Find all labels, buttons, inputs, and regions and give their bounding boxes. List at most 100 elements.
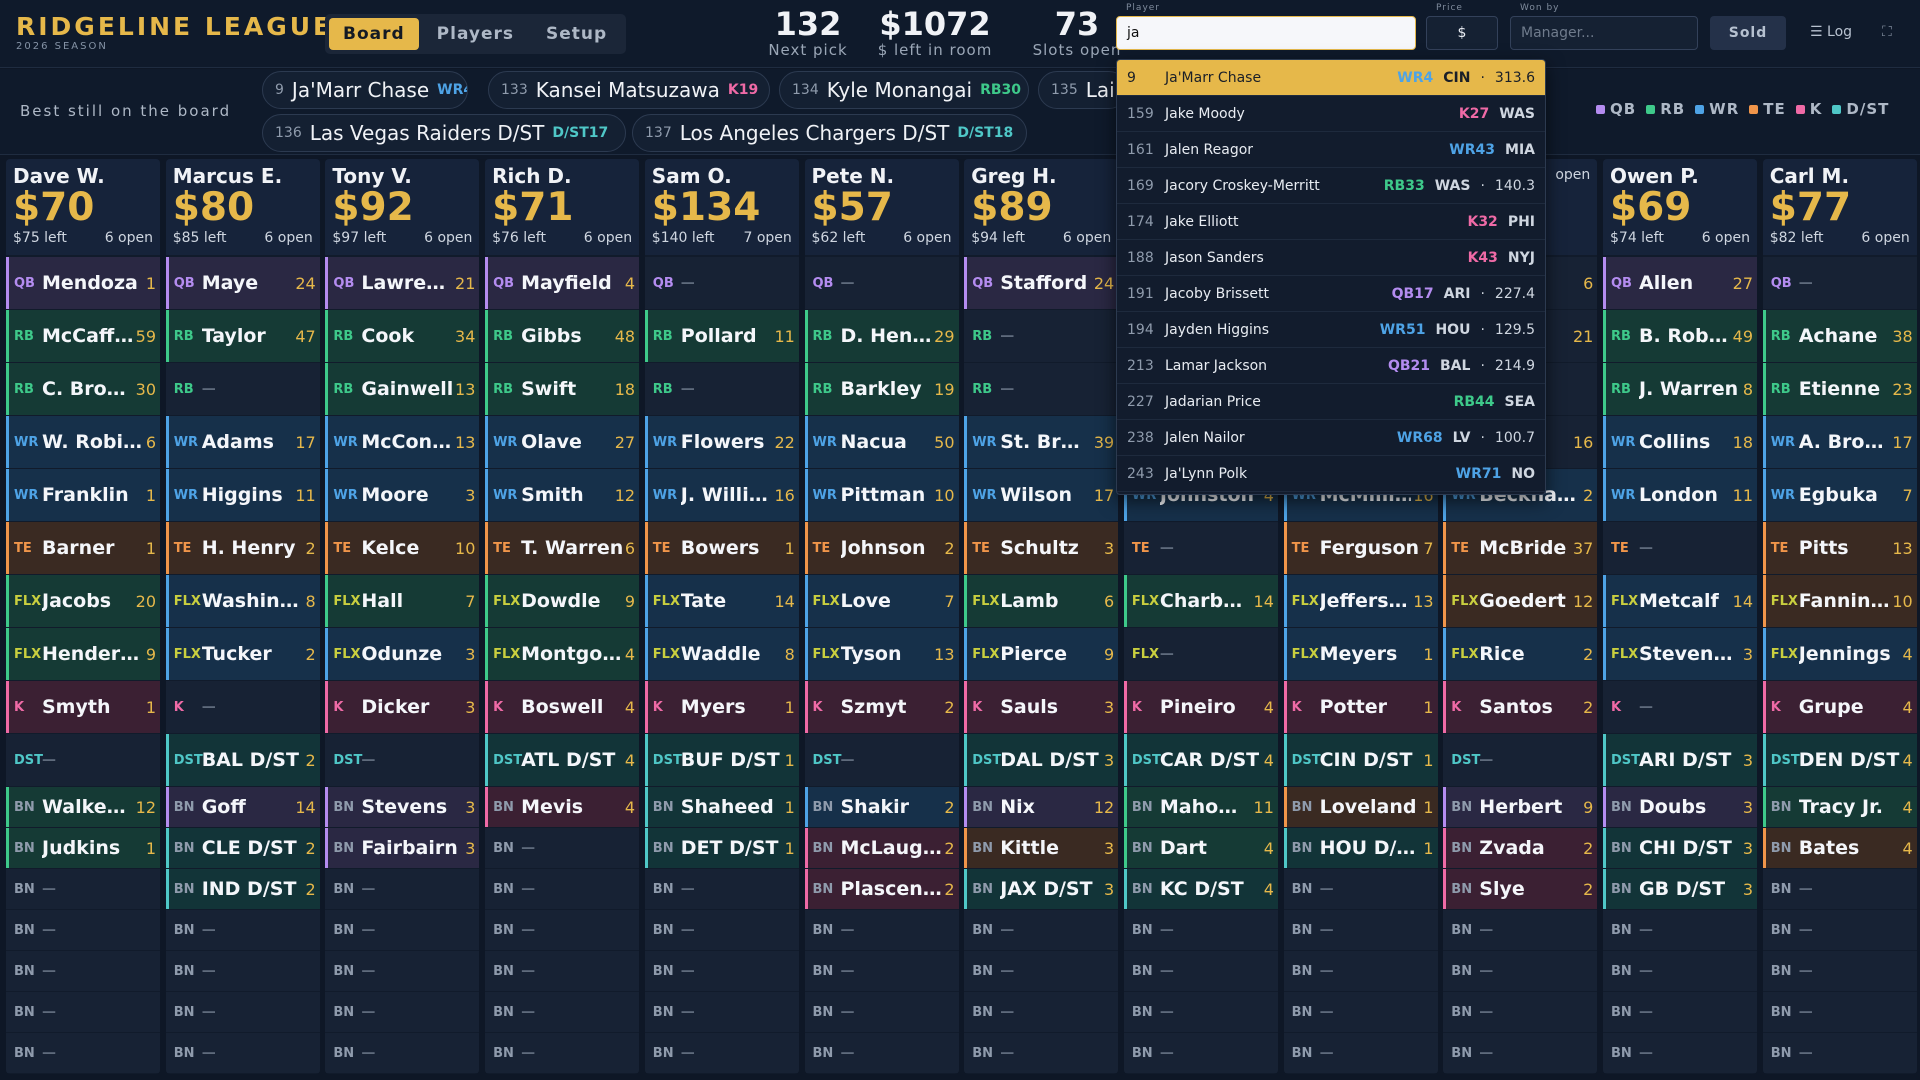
roster-slot[interactable]: BN — [165,992,320,1032]
log-button[interactable]: ☰ Log [1810,24,1852,40]
player-input[interactable]: ja [1116,16,1416,50]
roster-slot[interactable]: BN — [1123,992,1278,1032]
suggestion-item[interactable]: 191 Jacoby Brissett QB17 ARI · 227.4 [1117,276,1545,312]
roster-slot[interactable]: WR Nacua 50 [804,416,959,468]
roster-slot[interactable]: BN — [325,992,480,1032]
roster-slot[interactable]: RB Swift 18 [485,363,640,415]
roster-slot[interactable]: WR Olave 27 [485,416,640,468]
roster-slot[interactable]: TE Kelce 10 [325,522,480,574]
roster-slot[interactable]: FLX Love 7 [804,575,959,627]
roster-slot[interactable]: RB — [964,363,1119,415]
roster-slot[interactable]: BN — [485,951,640,991]
roster-slot[interactable]: BN — [1283,1033,1438,1073]
roster-slot[interactable]: WR J. Willi… 16 [644,469,799,521]
suggestion-item[interactable]: 227 Jadarian Price RB44 SEA [1117,384,1545,420]
roster-slot[interactable]: RB C. Bro… 30 [6,363,160,415]
roster-slot[interactable]: BN Walke… 12 [6,787,160,827]
roster-slot[interactable]: FLX Meyers 1 [1283,628,1438,680]
roster-slot[interactable]: FLX Hender… 9 [6,628,160,680]
roster-slot[interactable]: BN — [1283,910,1438,950]
suggestion-item[interactable]: 159 Jake Moody K27 WAS [1117,96,1545,132]
roster-slot[interactable]: K Boswell 4 [485,681,640,733]
roster-slot[interactable]: QB Mendoza 1 [6,257,160,309]
roster-slot[interactable]: K Szmyt 2 [804,681,959,733]
roster-slot[interactable]: BN HOU D/… 1 [1283,828,1438,868]
tab-setup[interactable]: Setup [546,24,608,44]
roster-slot[interactable]: QB Maye 24 [165,257,320,309]
roster-slot[interactable]: TE Johnson 2 [804,522,959,574]
roster-slot[interactable]: FLX Tyson 13 [804,628,959,680]
roster-slot[interactable]: BN — [1762,910,1917,950]
roster-slot[interactable]: FLX Goedert 12 [1443,575,1598,627]
roster-slot[interactable]: WR McCon… 13 [325,416,480,468]
roster-slot[interactable]: BN — [1123,910,1278,950]
roster-slot[interactable]: DST — [804,734,959,786]
roster-slot[interactable]: BN Nix 12 [964,787,1119,827]
roster-slot[interactable]: RB D. Hen… 29 [804,310,959,362]
roster-slot[interactable]: TE Ferguson 7 [1283,522,1438,574]
roster-slot[interactable]: BN Doubs 3 [1603,787,1757,827]
roster-slot[interactable]: FLX Fannin… 10 [1762,575,1917,627]
roster-slot[interactable]: BN Dart 4 [1123,828,1278,868]
roster-slot[interactable]: BN — [644,910,799,950]
roster-slot[interactable]: DST ATL D/ST 4 [485,734,640,786]
roster-slot[interactable]: K Pineiro 4 [1123,681,1278,733]
roster-slot[interactable]: BN Fairbairn 3 [325,828,480,868]
roster-slot[interactable]: DST — [6,734,160,786]
roster-slot[interactable]: WR Moore 3 [325,469,480,521]
roster-slot[interactable]: BN — [1283,992,1438,1032]
best-chip[interactable]: 137 Los Angeles Chargers D/ST D/ST18 [632,114,1027,152]
roster-slot[interactable]: BN — [1443,992,1598,1032]
roster-slot[interactable]: WR Franklin 1 [6,469,160,521]
roster-slot[interactable]: BN Bates 4 [1762,828,1917,868]
best-chip[interactable]: 9 Ja'Marr Chase WR4 [262,71,468,109]
suggestion-item[interactable]: 243 Ja'Lynn Polk WR71 NO [1117,456,1545,492]
roster-slot[interactable]: BN — [6,869,160,909]
roster-slot[interactable]: BN — [485,910,640,950]
roster-slot[interactable]: BN Herbert 9 [1443,787,1598,827]
best-chip[interactable]: 136 Las Vegas Raiders D/ST D/ST17 [262,114,626,152]
roster-slot[interactable]: BN — [644,869,799,909]
roster-slot[interactable]: FLX Hall 7 [325,575,480,627]
roster-slot[interactable]: WR W. Robi… 6 [6,416,160,468]
roster-slot[interactable]: RB Pollard 11 [644,310,799,362]
roster-slot[interactable]: BN — [6,910,160,950]
roster-slot[interactable]: BN — [1762,869,1917,909]
roster-slot[interactable]: BN — [485,1033,640,1073]
roster-slot[interactable]: BN Stevens 3 [325,787,480,827]
roster-slot[interactable]: DST CIN D/ST 1 [1283,734,1438,786]
roster-slot[interactable]: WR Adams 17 [165,416,320,468]
roster-slot[interactable]: FLX Tucker 2 [165,628,320,680]
roster-slot[interactable]: TE — [1603,522,1757,574]
roster-slot[interactable]: K — [165,681,320,733]
roster-slot[interactable]: DST ARI D/ST 3 [1603,734,1757,786]
roster-slot[interactable]: RB Achane 38 [1762,310,1917,362]
roster-slot[interactable]: TE — [1123,522,1278,574]
roster-slot[interactable]: BN — [804,1033,959,1073]
manager-input[interactable]: Manager... [1510,16,1698,50]
roster-slot[interactable]: FLX Dowdle 9 [485,575,640,627]
roster-slot[interactable]: RB Gainwell 13 [325,363,480,415]
roster-slot[interactable]: BN Kittle 3 [964,828,1119,868]
roster-slot[interactable]: FLX Charb… 14 [1123,575,1278,627]
roster-slot[interactable]: DST — [325,734,480,786]
roster-slot[interactable]: BN — [1762,1033,1917,1073]
roster-slot[interactable]: FLX Jennings 4 [1762,628,1917,680]
roster-slot[interactable]: WR London 11 [1603,469,1757,521]
roster-slot[interactable]: BN Loveland 1 [1283,787,1438,827]
roster-slot[interactable]: K Potter 1 [1283,681,1438,733]
roster-slot[interactable]: DST DAL D/ST 3 [964,734,1119,786]
roster-slot[interactable]: BN Shakir 2 [804,787,959,827]
roster-slot[interactable]: DST BUF D/ST 1 [644,734,799,786]
roster-slot[interactable]: BN — [165,910,320,950]
roster-slot[interactable]: BN — [804,910,959,950]
roster-slot[interactable]: BN — [644,1033,799,1073]
roster-slot[interactable]: FLX Tate 14 [644,575,799,627]
fullscreen-icon[interactable]: ⛶ [1882,24,1892,40]
suggestion-item[interactable]: 238 Jalen Nailor WR68 LV · 100.7 [1117,420,1545,456]
roster-slot[interactable]: RB Gibbs 48 [485,310,640,362]
roster-slot[interactable]: RB — [964,310,1119,362]
suggestion-item[interactable]: 161 Jalen Reagor WR43 MIA [1117,132,1545,168]
roster-slot[interactable]: BN — [964,992,1119,1032]
roster-slot[interactable]: BN — [804,992,959,1032]
